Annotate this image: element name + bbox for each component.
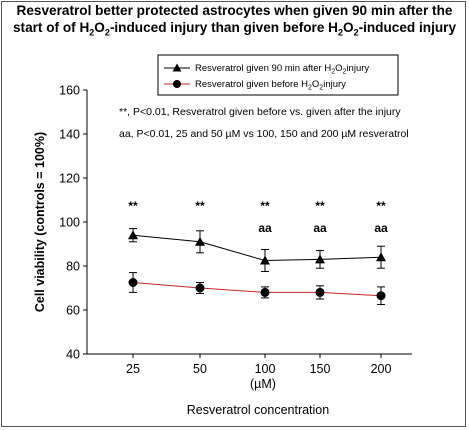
data-point-triangle — [128, 230, 138, 240]
series-marks — [128, 228, 386, 305]
title-sub-1: 2 — [89, 27, 95, 38]
significance-stars: ** — [376, 199, 386, 213]
significance-stars: ** — [260, 199, 270, 213]
title-part-b: O — [94, 20, 105, 35]
data-point-circle — [260, 287, 270, 297]
title-sub-3: 2 — [337, 27, 343, 38]
significance-marks: ** ** ** ** ** aa aa aa — [128, 199, 388, 235]
significance-aa: aa — [313, 221, 327, 235]
x-axis-label: Resveratrol concentration — [187, 403, 329, 417]
series-line-2 — [132, 282, 382, 297]
significance-stars: ** — [315, 199, 325, 213]
significance-aa: aa — [374, 221, 388, 235]
data-point-circle — [315, 287, 325, 297]
x-tick-label: 25 — [126, 362, 140, 376]
data-point-triangle — [195, 236, 205, 246]
data-point-circle — [376, 291, 386, 301]
x-tick-label: 100 — [255, 362, 276, 376]
title-sub-2: 2 — [104, 27, 110, 38]
title-part-c: -induced injury than given before H — [109, 20, 338, 35]
x-tick-label: 150 — [310, 362, 331, 376]
x-tick-label: 50 — [193, 362, 207, 376]
data-point-circle — [128, 278, 138, 287]
y-tick-label: 80 — [66, 260, 80, 274]
x-tick-label: 200 — [371, 362, 392, 376]
title-part-e: -induced injury — [358, 20, 457, 35]
data-point-triangle — [315, 254, 325, 264]
annotation-2: aa, P<0.01, 25 and 50 µM vs 100, 150 and… — [119, 128, 409, 140]
y-axis-label: Cell viability (controls = 100%) — [33, 132, 47, 312]
title-part-d: O — [342, 20, 354, 35]
significance-stars: ** — [195, 199, 205, 213]
x-unit-label: (µM) — [250, 377, 276, 391]
x-tick-labels: 25 50 100 150 200 — [126, 362, 391, 376]
y-tick-label: 120 — [59, 172, 80, 186]
title-sub-4: 2 — [353, 27, 359, 38]
data-point-triangle — [260, 255, 270, 265]
legend-label-2: Resveratrol given before H2O2injury — [195, 79, 346, 92]
y-tick-label: 100 — [59, 216, 80, 230]
legend-label-1: Resveratrol given 90 min after H2O2injur… — [195, 63, 369, 76]
y-tick-label: 40 — [66, 348, 80, 362]
axes — [83, 89, 412, 358]
significance-stars: ** — [128, 199, 138, 213]
legend-box — [157, 54, 399, 96]
title-line-2: start of of H2O2-induced injury than giv… — [0, 19, 469, 42]
y-tick-labels: 40 60 80 100 120 140 160 — [59, 84, 80, 362]
legend-marker-circle — [173, 80, 181, 88]
series-line-1 — [132, 234, 382, 262]
y-tick-label: 160 — [59, 84, 80, 98]
series-lines — [132, 234, 382, 297]
chart-title: Resveratrol better protected astrocytes … — [0, 2, 469, 42]
y-tick-label: 60 — [66, 304, 80, 318]
y-tick-label: 140 — [59, 128, 80, 142]
title-part-a: start of of H — [12, 20, 90, 35]
data-point-triangle — [376, 252, 386, 262]
annotation-1: **, P<0.01, Resveratrol given before vs.… — [119, 106, 401, 118]
significance-aa: aa — [258, 221, 272, 235]
legend-marker-triangle — [172, 63, 182, 72]
title-line-1: Resveratrol better protected astrocytes … — [16, 3, 453, 18]
data-point-circle — [195, 283, 205, 293]
